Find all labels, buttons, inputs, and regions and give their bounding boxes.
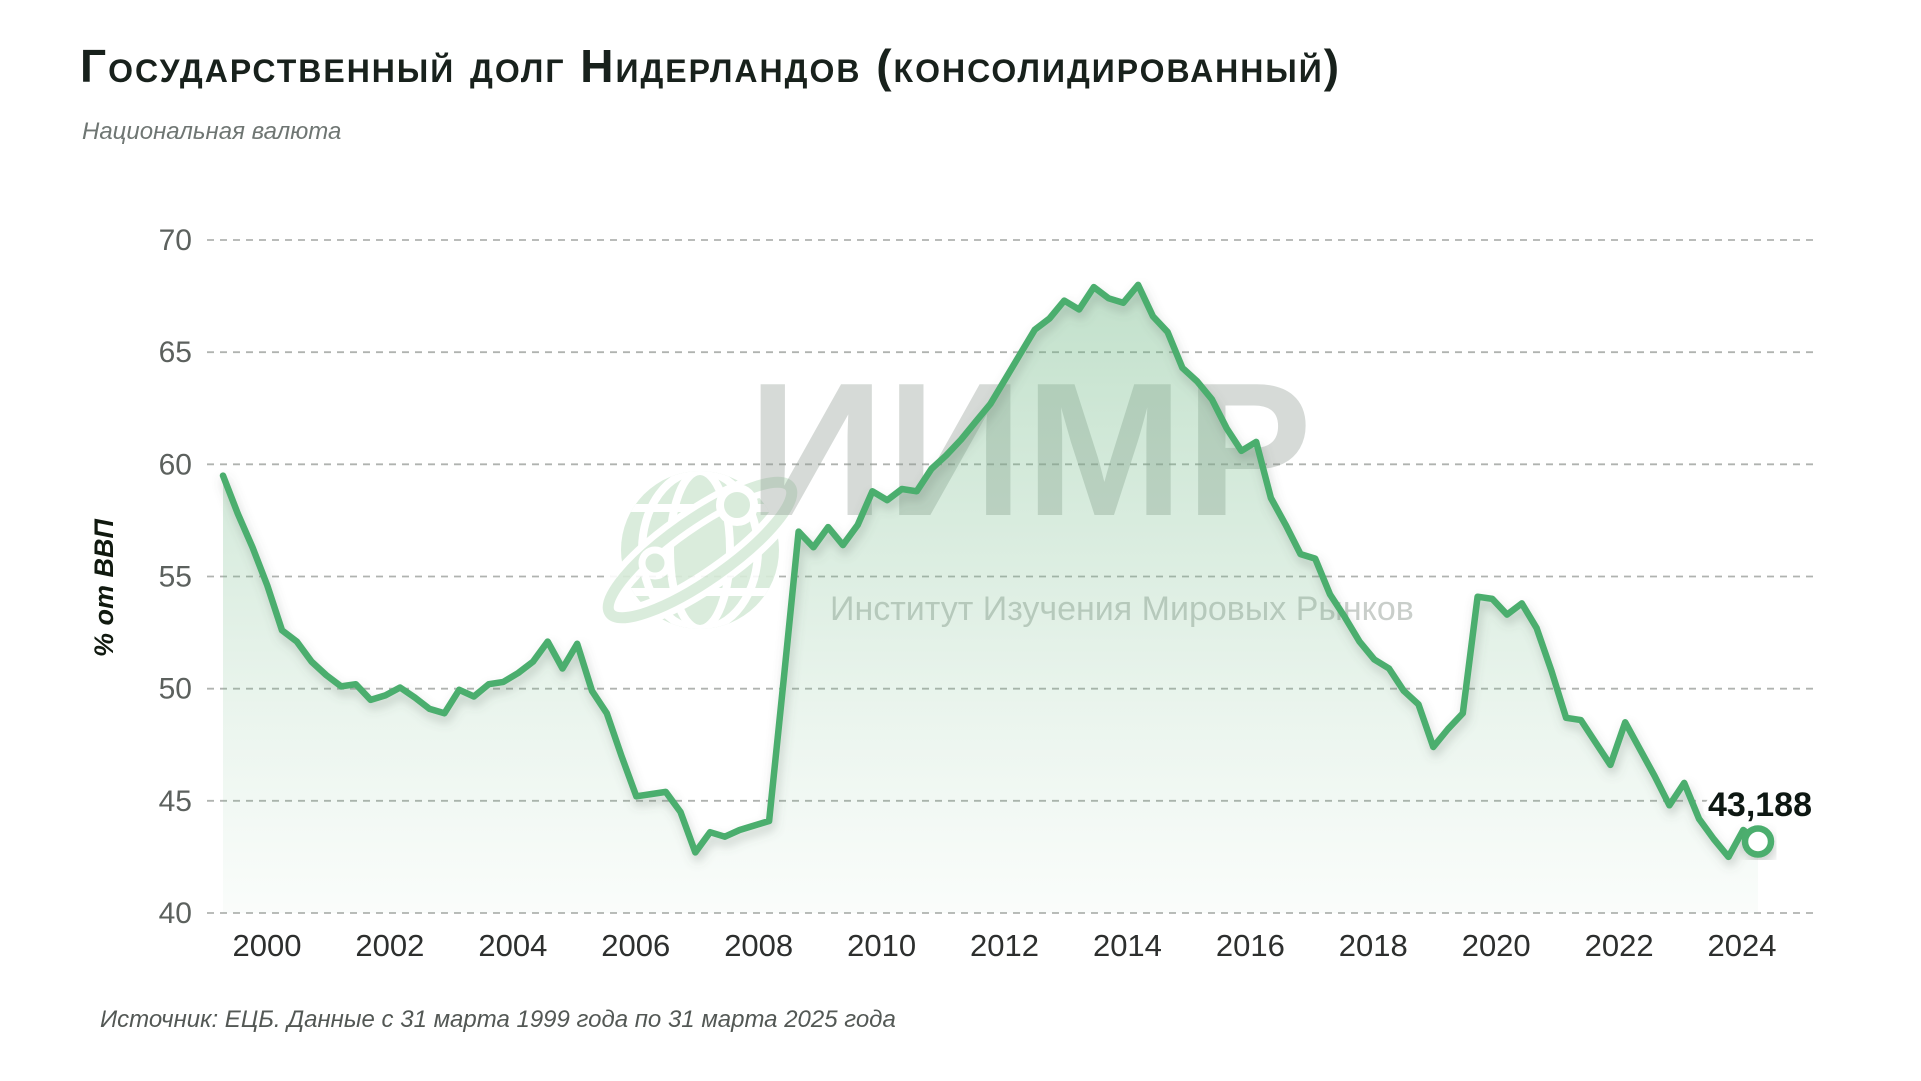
y-axis-tick-labels: 40 45 50 55 60 65 70	[159, 224, 192, 930]
x-tick-label-2020: 2020	[1462, 928, 1531, 963]
x-tick-label-2006: 2006	[601, 928, 670, 963]
y-axis-title: % от ВВП	[89, 518, 119, 657]
y-tick-label-55: 55	[159, 561, 192, 594]
last-point-marker	[1741, 825, 1775, 858]
chart-subtitle: Национальная валюта	[82, 118, 342, 145]
last-value-label: 43,188	[1708, 786, 1812, 824]
y-tick-label-50: 50	[159, 673, 192, 706]
debt-line	[219, 281, 1762, 861]
x-tick-label-2004: 2004	[478, 928, 547, 963]
x-tick-label-2024: 2024	[1708, 928, 1777, 963]
x-tick-label-2014: 2014	[1093, 928, 1162, 963]
y-tick-label-60: 60	[159, 448, 192, 481]
x-tick-label-2002: 2002	[355, 928, 424, 963]
source-note: Источник: ЕЦБ. Данные с 31 марта 1999 го…	[100, 1006, 896, 1033]
x-tick-label-2010: 2010	[847, 928, 916, 963]
x-tick-label-2016: 2016	[1216, 928, 1285, 963]
x-tick-label-2018: 2018	[1339, 928, 1408, 963]
y-tick-label-65: 65	[159, 336, 192, 369]
chart-title: Государственный долг Нидерландов (консол…	[80, 40, 1342, 92]
y-tick-label-40: 40	[159, 897, 192, 930]
globe-icon	[596, 470, 804, 630]
y-tick-label-45: 45	[159, 785, 192, 818]
x-tick-label-2012: 2012	[970, 928, 1039, 963]
x-tick-label-2022: 2022	[1585, 928, 1654, 963]
globe-orbit	[596, 470, 804, 630]
debt-area-fill	[223, 284, 1758, 913]
y-tick-label-70: 70	[159, 224, 192, 257]
x-axis-tick-labels: 2000 2002 2004 2006 2008 2010 2012 2014 2016 2018…	[233, 928, 1777, 963]
x-tick-label-2008: 2008	[724, 928, 793, 963]
x-tick-label-2000: 2000	[233, 928, 302, 963]
